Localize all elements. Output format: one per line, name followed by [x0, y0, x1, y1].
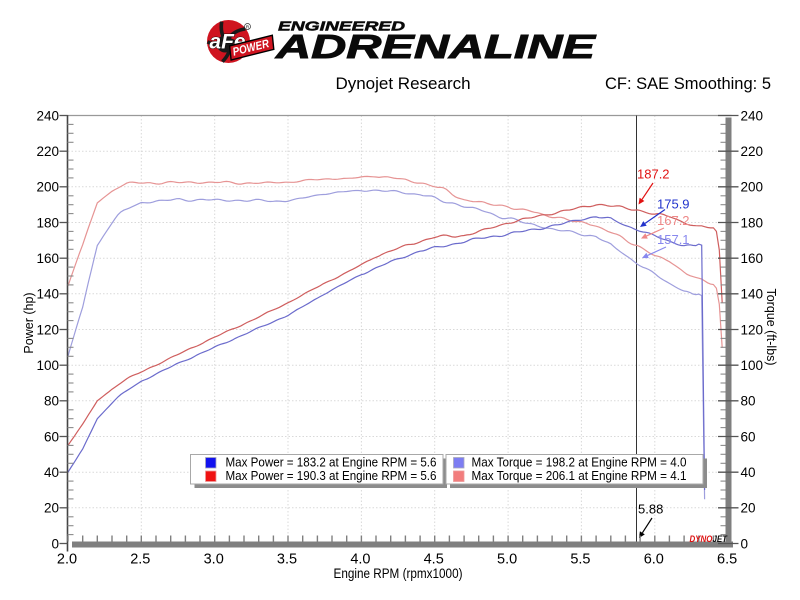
svg-text:2.5: 2.5: [130, 552, 150, 568]
svg-text:140: 140: [36, 287, 59, 302]
svg-text:Max Torque = 198.2 at Engine R: Max Torque = 198.2 at Engine RPM = 4.0: [472, 456, 687, 470]
svg-text:4.0: 4.0: [350, 552, 370, 568]
svg-text:Max Torque = 206.1 at Engine R: Max Torque = 206.1 at Engine RPM = 4.1: [472, 469, 687, 483]
svg-text:Max Power = 183.2 at Engine RP: Max Power = 183.2 at Engine RPM = 5.6: [226, 456, 437, 470]
svg-text:20: 20: [44, 501, 59, 516]
svg-text:200: 200: [741, 180, 764, 195]
svg-text:220: 220: [741, 144, 764, 159]
svg-text:80: 80: [741, 394, 756, 409]
svg-text:60: 60: [44, 429, 59, 444]
svg-text:Power (hp): Power (hp): [22, 292, 36, 353]
svg-text:100: 100: [741, 358, 764, 373]
svg-text:175.9: 175.9: [657, 197, 690, 212]
svg-text:160: 160: [36, 251, 59, 266]
svg-text:180: 180: [36, 215, 59, 230]
svg-text:20: 20: [741, 501, 756, 516]
svg-text:0: 0: [741, 536, 749, 551]
svg-text:160: 160: [741, 251, 764, 266]
svg-text:187.2: 187.2: [637, 167, 670, 182]
svg-text:5.88: 5.88: [638, 502, 663, 517]
svg-text:240: 240: [36, 108, 59, 123]
svg-text:120: 120: [741, 322, 764, 337]
svg-text:167.2: 167.2: [657, 213, 690, 228]
svg-text:40: 40: [44, 465, 59, 480]
svg-text:140: 140: [741, 287, 764, 302]
svg-text:220: 220: [36, 144, 59, 159]
svg-text:2.0: 2.0: [57, 552, 77, 568]
svg-text:Engine RPM (rpmx1000): Engine RPM (rpmx1000): [334, 565, 463, 581]
svg-text:6.5: 6.5: [717, 552, 737, 568]
svg-text:R: R: [246, 25, 250, 30]
svg-text:CF: SAE Smoothing: 5: CF: SAE Smoothing: 5: [605, 75, 771, 93]
svg-text:5.5: 5.5: [570, 552, 590, 568]
svg-text:120: 120: [36, 322, 59, 337]
svg-text:240: 240: [741, 108, 764, 123]
svg-text:157.1: 157.1: [657, 232, 690, 247]
svg-text:Torque (ft-lbs): Torque (ft-lbs): [764, 288, 778, 365]
svg-text:6.0: 6.0: [644, 552, 664, 568]
svg-text:5.0: 5.0: [497, 552, 517, 568]
svg-text:0: 0: [51, 536, 59, 551]
svg-text:60: 60: [741, 429, 756, 444]
svg-text:3.5: 3.5: [277, 552, 297, 568]
svg-text:DYNOJET: DYNOJET: [690, 534, 729, 544]
svg-text:180: 180: [741, 215, 764, 230]
svg-text:40: 40: [741, 465, 756, 480]
svg-text:100: 100: [36, 358, 59, 373]
svg-text:Max Power = 190.3 at Engine RP: Max Power = 190.3 at Engine RPM = 5.6: [226, 469, 437, 483]
svg-text:200: 200: [36, 180, 59, 195]
svg-text:3.0: 3.0: [204, 552, 224, 568]
svg-text:ENGINEERED: ENGINEERED: [278, 19, 406, 34]
svg-text:80: 80: [44, 394, 59, 409]
svg-text:ADRENALINE: ADRENALINE: [275, 28, 597, 65]
svg-text:Dynojet Research: Dynojet Research: [335, 74, 470, 93]
svg-text:4.5: 4.5: [424, 552, 444, 568]
